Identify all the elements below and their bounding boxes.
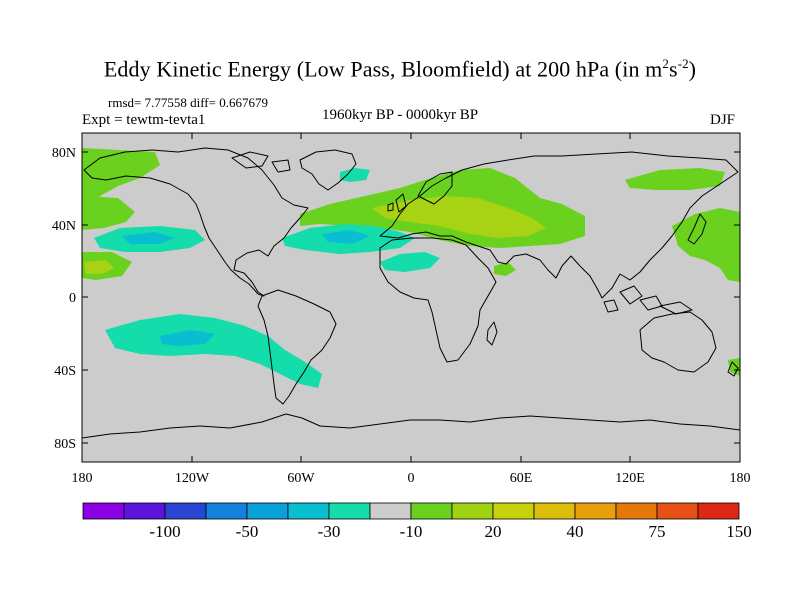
colorbar-label: 40 [567,522,584,541]
colorbar-label: 75 [649,522,666,541]
coastline-africa [379,237,497,363]
coastline-madagascar [486,321,498,346]
y-tick-label: 80N [52,146,76,161]
colorbar-swatch [574,502,617,520]
title-close-paren: ) [688,56,697,82]
colorbar-swatch [697,502,740,520]
coastline-arctic-islands [231,151,291,173]
colorbar-swatch [82,502,125,520]
colorbar-label: -10 [400,522,423,541]
colorbar-swatch [246,502,289,520]
shading-layer [82,148,740,388]
y-tick-marks [82,151,740,444]
positive-region-europe-core [372,196,546,238]
negative-region-north-pacific-core [122,232,175,244]
coastline-eurasia [379,151,739,299]
x-tick-label: 180 [72,471,93,486]
negative-region-subtropical-atlantic-core [322,230,370,244]
negative-region-south-pacific [105,314,322,388]
positive-region-subtropical-pacific-core [84,260,114,274]
title-text: Eddy Kinetic Energy (Low Pass, Bloomfiel… [103,56,663,82]
colorbar-swatch [656,502,699,520]
positive-region-north-pacific [82,148,160,215]
colorbar-swatch [615,502,658,520]
x-tick-label: 60E [510,471,533,486]
colorbar-label: -30 [318,522,341,541]
x-tick-label: 0 [408,471,415,486]
y-axis-labels: 80N 40N 0 40S 80S [52,146,76,452]
colorbar-swatch [287,502,330,520]
coastline-greenland [299,149,357,191]
colorbar [82,502,740,520]
colorbar-swatch [123,502,166,520]
title-exponent-2: -2 [677,56,689,71]
colorbar-swatch [164,502,207,520]
title-exponent-1: 2 [662,56,669,71]
x-tick-label: 180 [730,471,751,486]
colorbar-label: 150 [726,522,752,541]
stats-text: rmsd= 7.77558 diff= 0.667679 [108,95,268,110]
coastline-north-america [83,147,309,297]
colorbar-label: 20 [485,522,502,541]
colorbar-swatch [451,502,494,520]
negative-region-south-pacific-core [160,330,215,346]
x-tick-label: 60W [287,471,315,486]
y-tick-label: 40N [52,219,76,234]
y-tick-label: 40S [54,364,76,379]
positive-region-northwest-pacific [672,208,740,282]
experiment-label: Expt = tewtm-tevta1 [82,112,206,128]
coastline-japan [687,213,707,245]
coastline-maritime-continent [603,285,693,315]
colorbar-swatch [410,502,453,520]
positive-region-north-eurasia [625,168,725,190]
colorbar-swatch [205,502,248,520]
coastlines [82,147,740,439]
title-unit-s: s [668,56,678,82]
coastline-new-zealand [727,361,739,377]
colorbar-swatch [492,502,535,520]
coastline-antarctica [82,413,740,439]
positive-region-south-pacific-edge [728,358,740,376]
colorbar-swatch [533,502,576,520]
negative-region-tropical-atlantic [380,252,440,272]
coastline-australia [639,311,717,373]
season-label: DJF [710,112,736,128]
colorbar-labels: -100 -50 -30 -10 20 40 75 150 [149,522,751,541]
plot-title: Eddy Kinetic Energy (Low Pass, Bloomfiel… [0,56,800,82]
x-tick-label: 120W [175,471,210,486]
y-tick-label: 80S [54,437,76,452]
coastline-british-isles [387,193,407,213]
period-label: 1960kyr BP - 0000kyr BP [322,107,479,123]
coastline-south-america [257,289,337,405]
x-tick-marks [81,133,741,462]
positive-region-west-pacific-edge [82,196,135,230]
colorbar-label: -100 [149,522,180,541]
colorbar-swatch [328,502,371,520]
colorbar-label: -50 [236,522,259,541]
negative-region-greenland-sea [340,168,370,182]
positive-region-arabia [494,262,516,276]
colorbar-swatch [369,502,412,520]
coastline-scandinavia [417,171,453,205]
y-tick-label: 0 [69,291,76,306]
x-axis-labels: 180 120W 60W 0 60E 120E 180 [72,471,751,486]
x-tick-label: 120E [615,471,645,486]
